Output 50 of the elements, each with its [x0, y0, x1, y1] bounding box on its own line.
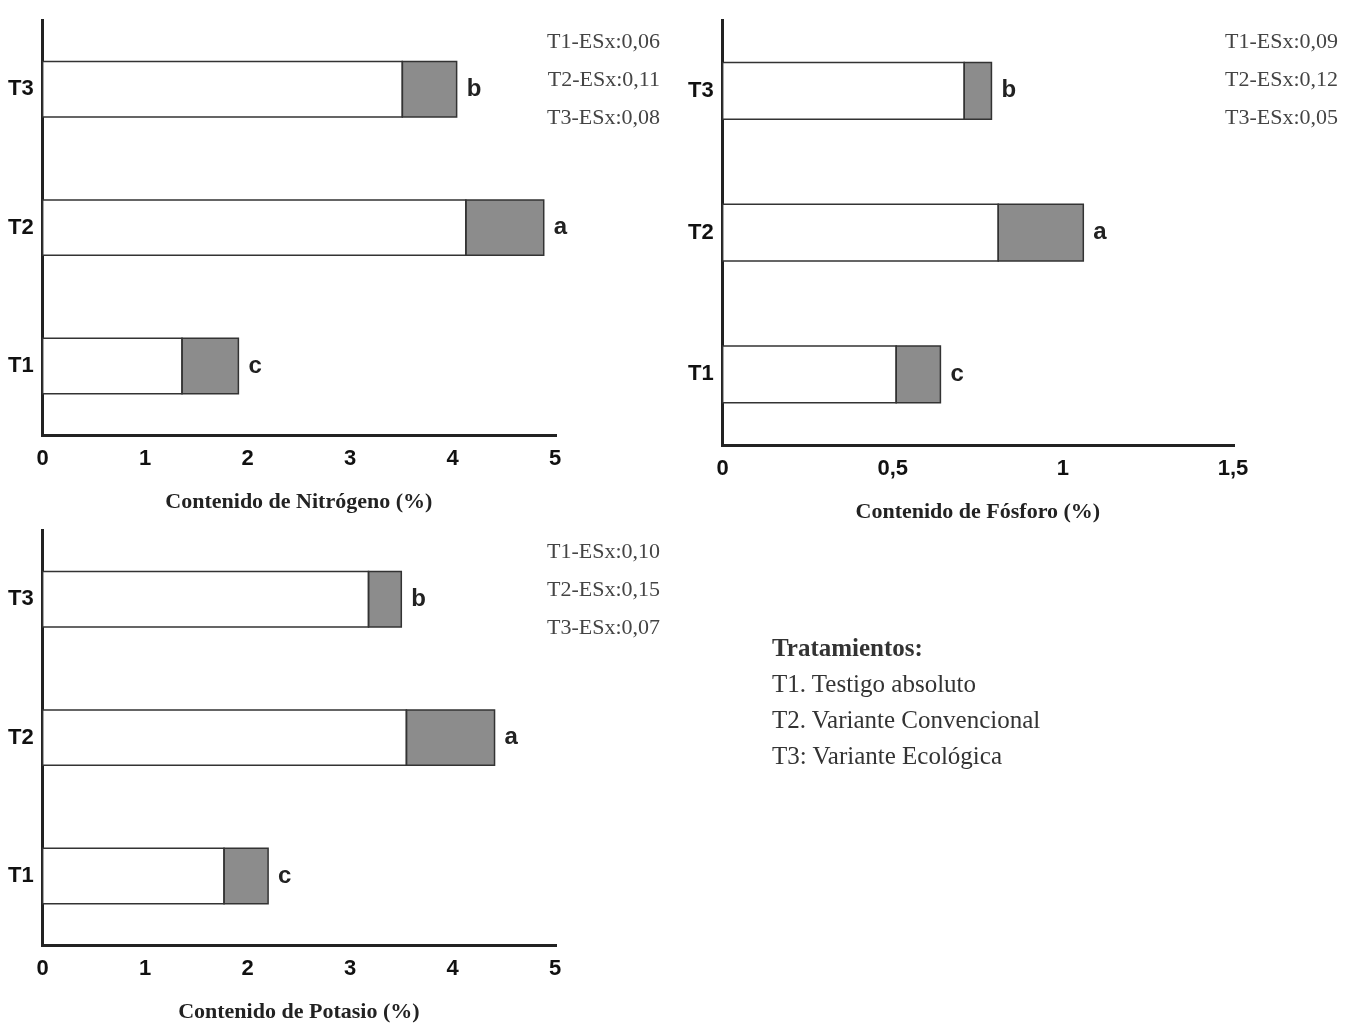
x-tick-label: 0: [716, 455, 729, 481]
annotation: T3-ESx:0,08: [546, 103, 660, 129]
x-axis-title: Contenido de Nitrógeno (%): [165, 488, 433, 514]
annotation: c: [248, 350, 262, 378]
x-tick-label: 4: [446, 445, 460, 471]
annotation: T3-ESx:0,07: [546, 613, 660, 639]
annotation: T1-ESx:0,06: [546, 27, 660, 53]
text: Tratamientos:: [772, 633, 924, 663]
x-axis-title: Contenido de Potasio (%): [178, 998, 420, 1024]
text: T1. Testigo absoluto: [772, 669, 978, 699]
x-tick-label: 0: [36, 955, 49, 981]
x-tick-label: 5: [548, 445, 562, 471]
x-tick-label: 2: [241, 955, 254, 981]
annotation: b: [411, 583, 426, 611]
y-tick-label: T1: [7, 352, 34, 378]
y-tick-label: T3: [7, 75, 34, 101]
y-tick-label: T3: [7, 585, 34, 611]
y-tick-label: T1: [7, 862, 34, 888]
x-tick-label: 3: [343, 445, 357, 471]
annotation: a: [1093, 217, 1108, 245]
annotation: T2-ESx:0,11: [547, 65, 660, 91]
x-tick-label: 1: [139, 955, 152, 981]
x-tick-label: 1: [139, 445, 152, 471]
annotation: a: [504, 722, 519, 750]
x-tick-label: 0,5: [877, 455, 909, 481]
annotation: T2-ESx:0,15: [546, 575, 660, 601]
annotation: T1-ESx:0,10: [546, 537, 660, 563]
x-tick-label: 1,5: [1217, 455, 1249, 481]
annotation: c: [278, 860, 292, 888]
annotation: b: [1001, 75, 1017, 103]
x-tick-label: 4: [446, 955, 460, 981]
x-tick-label: 0: [36, 445, 49, 471]
y-tick-label: T3: [687, 76, 714, 102]
annotation: T2-ESx:0,12: [1224, 65, 1338, 91]
annotation: b: [466, 73, 482, 101]
x-axis-title: Contenido de Fósforo (%): [855, 498, 1101, 524]
annotation: T1-ESx:0,09: [1224, 27, 1338, 53]
y-tick-label: T2: [687, 218, 714, 244]
y-tick-label: T1: [687, 360, 714, 386]
x-tick-label: 2: [241, 445, 254, 471]
text: T3: Variante Ecológica: [772, 741, 1003, 771]
y-tick-label: T2: [7, 213, 34, 239]
annotation: T3-ESx:0,05: [1224, 103, 1338, 129]
annotation: c: [950, 358, 964, 386]
annotation: a: [553, 212, 568, 240]
x-tick-label: 5: [548, 955, 562, 981]
y-tick-label: T2: [7, 723, 34, 749]
x-tick-label: 3: [343, 955, 357, 981]
x-tick-label: 1: [1056, 455, 1070, 481]
text: T2. Variante Convencional: [772, 705, 1041, 735]
